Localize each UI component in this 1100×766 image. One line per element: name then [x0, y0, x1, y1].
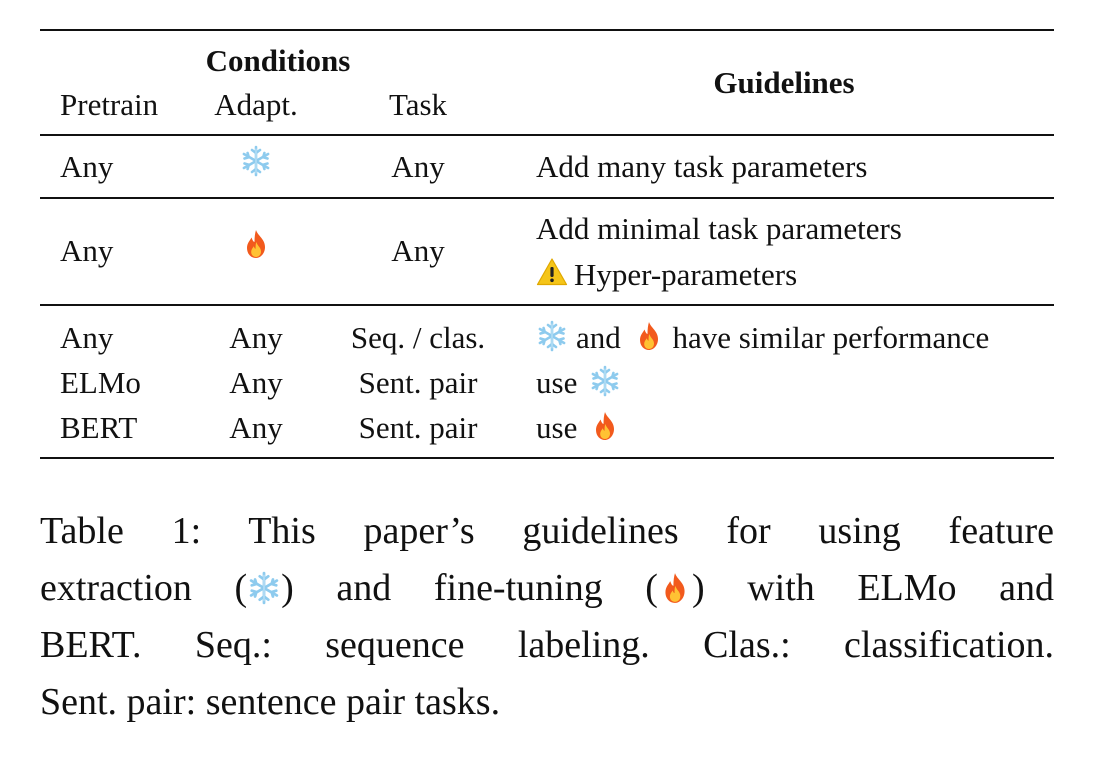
row2-task: Any	[391, 233, 445, 268]
row-rule-1	[40, 197, 1054, 199]
header-pretrain: Pretrain	[60, 87, 159, 122]
row3-adapt: Any	[229, 320, 283, 355]
fire-icon	[589, 410, 621, 442]
snowflake-icon	[536, 320, 568, 352]
row3-pretrain: Any	[60, 320, 114, 355]
row1-pretrain: Any	[60, 149, 114, 184]
row2-pretrain: Any	[60, 233, 114, 268]
header-rule	[40, 134, 1054, 136]
row5-guideline: use	[536, 410, 621, 446]
row1-guideline: Add many task parameters	[536, 149, 868, 184]
hyper-parameters-text: Hyper-parameters	[574, 257, 798, 292]
row3-guideline: and have similar performance	[536, 320, 989, 356]
row4-pretrain: ELMo	[60, 365, 141, 400]
header-adapt: Adapt.	[214, 87, 298, 122]
table-caption: Table 1: This paper’s guidelines for usi…	[40, 503, 1054, 731]
caption-line-2: extraction ( ) and fine-tuning ( ) with EL…	[40, 560, 1054, 617]
caption-elmo-text: ) with ELMo and	[691, 567, 1054, 609]
bottom-rule	[40, 457, 1054, 459]
snowflake-icon	[247, 571, 281, 605]
header-guidelines: Guidelines	[713, 65, 855, 100]
caption-line-4: Sent. pair: sentence pair tasks.	[40, 681, 501, 723]
row2-guideline-line2: Hyper-parameters	[536, 256, 797, 293]
snowflake-icon	[589, 365, 621, 397]
row2-guideline-line1: Add minimal task parameters	[536, 211, 902, 246]
and-text: and	[576, 320, 621, 355]
fire-icon	[240, 228, 272, 260]
use-text: use	[536, 410, 578, 445]
use-text: use	[536, 365, 578, 400]
caption-line-1: Table 1: This paper’s guidelines for usi…	[40, 510, 1054, 552]
row1-task: Any	[391, 149, 445, 184]
caption-extraction-text: extraction (	[40, 567, 248, 609]
row3-task: Seq. / clas.	[350, 320, 486, 355]
row5-pretrain: BERT	[60, 410, 138, 445]
row4-task: Sent. pair	[358, 365, 478, 400]
row5-adapt: Any	[229, 410, 283, 445]
header-task: Task	[388, 87, 448, 122]
row4-guideline: use	[536, 365, 621, 401]
row5-task: Sent. pair	[358, 410, 478, 445]
caption-finetuning-text: ) and fine-tuning (	[281, 567, 658, 609]
warning-icon	[536, 256, 568, 288]
header-conditions: Conditions	[205, 43, 351, 78]
snowflake-icon	[240, 145, 272, 177]
top-rule	[40, 29, 1054, 31]
fire-icon	[633, 320, 665, 352]
row2-adapt	[240, 228, 272, 264]
fire-icon	[658, 571, 692, 605]
row4-adapt: Any	[229, 365, 283, 400]
row-rule-2	[40, 304, 1054, 306]
row1-adapt	[240, 145, 272, 181]
similar-performance-text: have similar performance	[672, 320, 990, 355]
caption-line-3: BERT. Seq.: sequence labeling. Clas.: cl…	[40, 624, 1054, 666]
